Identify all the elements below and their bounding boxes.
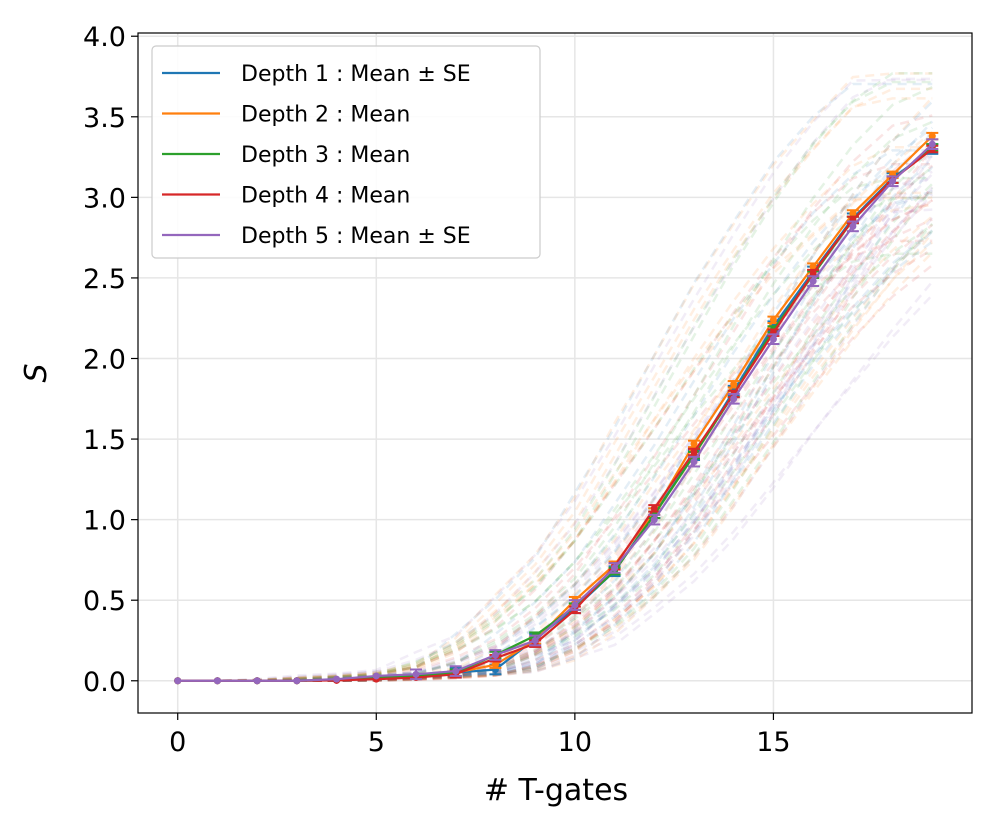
data-point — [809, 277, 817, 285]
series-5 — [174, 138, 939, 685]
y-tick-label: 1.5 — [83, 425, 126, 456]
run-line — [177, 71, 933, 683]
y-tick-label: 1.0 — [83, 506, 126, 537]
y-tick-label: 0.5 — [83, 586, 126, 617]
run-line — [177, 87, 933, 683]
data-point — [690, 448, 698, 456]
data-point — [491, 651, 499, 659]
data-point — [849, 209, 857, 217]
data-point — [769, 335, 777, 343]
data-point — [452, 667, 460, 675]
run-line — [177, 146, 933, 683]
run-line — [177, 72, 933, 683]
run-line — [177, 82, 933, 683]
y-axis-label: S — [19, 363, 54, 382]
data-point — [690, 458, 698, 466]
data-point — [928, 132, 936, 140]
axis-ticks: 0 5 10 15 0.0 0.5 1.0 1.5 2.0 2.5 3.0 3.5 4.0 — [83, 22, 791, 758]
run-line — [177, 97, 933, 683]
legend: Depth 1 : Mean ± SE Depth 2 : Mean Depth 3… — [151, 45, 541, 259]
x-tick-label: 5 — [368, 727, 385, 758]
y-tick-label: 3.5 — [83, 103, 126, 134]
data-point — [293, 677, 301, 685]
run-line — [177, 248, 933, 683]
run-line — [177, 77, 933, 683]
run-line — [177, 197, 933, 683]
y-tick-label: 4.0 — [83, 22, 126, 53]
run-line — [177, 78, 933, 683]
data-point — [531, 636, 539, 644]
data-point — [690, 440, 698, 448]
data-point — [809, 269, 817, 277]
legend-label: Depth 4 : Mean — [241, 184, 410, 209]
data-point — [889, 177, 897, 185]
data-point — [412, 670, 420, 678]
y-tick-label: 2.0 — [83, 344, 126, 375]
data-point — [928, 140, 936, 148]
legend-label: Depth 5 : Mean ± SE — [241, 224, 471, 249]
data-point — [809, 263, 817, 271]
legend-label: Depth 2 : Mean — [241, 103, 410, 128]
data-point — [213, 677, 221, 685]
run-line — [177, 176, 933, 683]
x-axis-label: # T-gates — [484, 773, 628, 808]
legend-label: Depth 1 : Mean ± SE — [241, 62, 471, 87]
data-point — [611, 564, 619, 572]
run-line — [177, 252, 933, 683]
series-lines — [174, 131, 939, 685]
data-point — [491, 661, 499, 669]
x-tick-label: 15 — [756, 727, 790, 758]
run-line — [177, 176, 933, 683]
y-tick-label: 3.0 — [83, 183, 126, 214]
y-tick-label: 2.5 — [83, 264, 126, 295]
data-point — [372, 672, 380, 680]
data-point — [333, 675, 341, 683]
data-point — [650, 516, 658, 524]
data-point — [571, 601, 579, 609]
data-point — [849, 222, 857, 230]
legend-box — [151, 45, 541, 259]
data-point — [769, 316, 777, 324]
series-line — [177, 143, 934, 682]
y-tick-label: 0.0 — [83, 667, 126, 698]
data-point — [174, 677, 182, 685]
run-line — [177, 191, 933, 683]
run-line — [177, 208, 933, 683]
run-line — [177, 196, 933, 683]
run-line — [177, 149, 933, 683]
plot-frame — [137, 32, 973, 714]
data-point — [730, 380, 738, 388]
run-line — [177, 80, 933, 683]
legend-label: Depth 3 : Mean — [241, 143, 410, 168]
x-tick-label: 10 — [558, 727, 592, 758]
data-point — [730, 395, 738, 403]
x-tick-label: 0 — [169, 727, 186, 758]
data-point — [650, 504, 658, 512]
data-point — [253, 677, 261, 685]
